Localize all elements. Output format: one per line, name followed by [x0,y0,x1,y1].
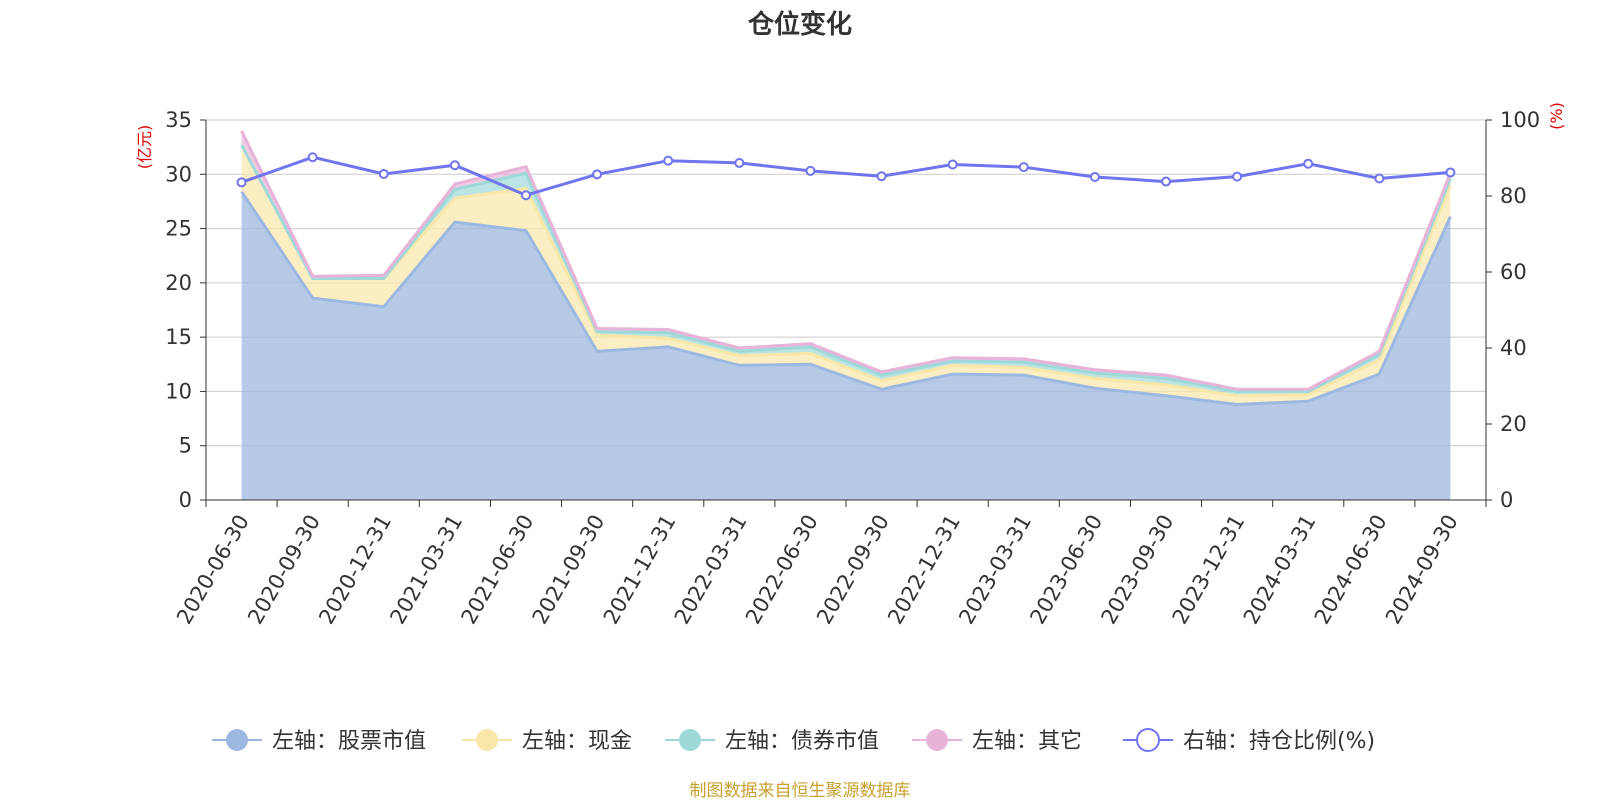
x-axis-tick-label: 2023-03-31 [954,511,1036,629]
ratio-point [378,168,389,179]
ratio-point [1161,176,1171,187]
legend-marker-2 [679,729,701,751]
right-axis-unit: (%) [1547,102,1566,130]
left-axis-tick-label: 30 [165,162,192,186]
legend-marker-3 [926,729,948,751]
ratio-point [876,171,887,182]
area-edge-1 [240,144,1452,398]
legend-label-4: 右轴：持仓比例(%) [1183,729,1375,754]
ratio-point [1018,162,1029,173]
x-axis-tick-label: 2020-06-30 [172,511,254,629]
x-axis-tick-label: 2020-09-30 [243,511,325,629]
x-axis-tick-label: 2022-06-30 [741,511,823,629]
ratio-point [236,177,247,188]
left-axis-tick-label: 20 [165,271,192,295]
ratio-point [1374,173,1385,184]
x-axis-tick-label: 2024-06-30 [1310,511,1392,629]
ratio-point [1445,167,1456,178]
x-axis-tick-label: 2023-09-30 [1097,511,1179,629]
ratio-point [449,160,460,171]
area-0 [241,191,1451,500]
x-axis-tick-label: 2024-09-30 [1381,511,1463,629]
right-axis-tick-label: 100 [1500,108,1540,132]
ratio-point [1089,172,1100,182]
right-axis-tick-label: 40 [1500,336,1527,360]
area-edge-2 [240,144,1452,393]
right-axis-tick-label: 80 [1500,184,1527,208]
right-axis-tick-label: 20 [1500,412,1527,436]
legend: 左轴：股票市值 左轴：现金 左轴：债券市值 左轴：其它 右轴：持仓比例(%) [212,728,1375,754]
stacked-areas [240,130,1452,500]
ratio-point [1232,171,1243,182]
right-axis-tick-label: 60 [1500,260,1527,284]
x-axis-tick-label: 2022-03-31 [670,511,752,629]
left-axis-tick-label: 0 [179,488,192,512]
ratio-point [1303,158,1314,169]
ratio-point [663,155,674,166]
x-axis-tick-label: 2021-03-31 [385,511,467,629]
legend-marker-0 [226,729,248,751]
left-axis-unit: (亿元) [135,125,154,170]
ratio-point [521,190,531,201]
ratio-point [805,165,816,176]
area-edge-0 [240,190,1452,407]
source-note: 制图数据来自恒生聚源数据库 [690,781,911,800]
left-axis-tick-label: 15 [165,325,192,349]
x-axis-tick-label: 2023-12-31 [1168,511,1250,629]
x-axis-tick-label: 2021-12-31 [599,511,681,629]
chart-title: 仓位变化 [747,9,852,40]
x-axis-tick-label: 2021-06-30 [457,511,539,629]
left-axis-tick-label: 10 [165,379,192,403]
area-edge-3 [240,130,1452,391]
legend-marker-4 [1136,728,1160,752]
legend-label-1: 左轴：现金 [522,729,632,754]
legend-label-2: 左轴：债券市值 [725,729,879,754]
x-axis-tick-label: 2022-09-30 [812,511,894,629]
ratio-point [307,152,318,163]
x-axis-tick-label: 2021-09-30 [528,511,610,629]
right-axis-tick-label: 0 [1500,488,1513,512]
x-axis-tick-label: 2020-12-31 [314,511,396,629]
x-axis-tick-label: 2024-03-31 [1239,511,1321,629]
x-axis-tick-label: 2022-12-31 [883,511,965,629]
ratio-line-path [241,155,1451,197]
x-axis-tick-label: 2023-06-30 [1025,511,1107,629]
ratio-point [947,159,958,170]
legend-marker-1 [476,729,498,751]
left-axis-tick-label: 5 [179,434,192,458]
ratio-point [592,169,603,180]
legend-label-0: 左轴：股票市值 [272,729,426,754]
ratio-point [734,157,745,168]
left-axis-tick-label: 35 [165,108,192,132]
ratio-line-series [236,152,1456,201]
left-axis-tick-label: 25 [165,217,192,241]
legend-label-3: 左轴：其它 [972,729,1082,754]
